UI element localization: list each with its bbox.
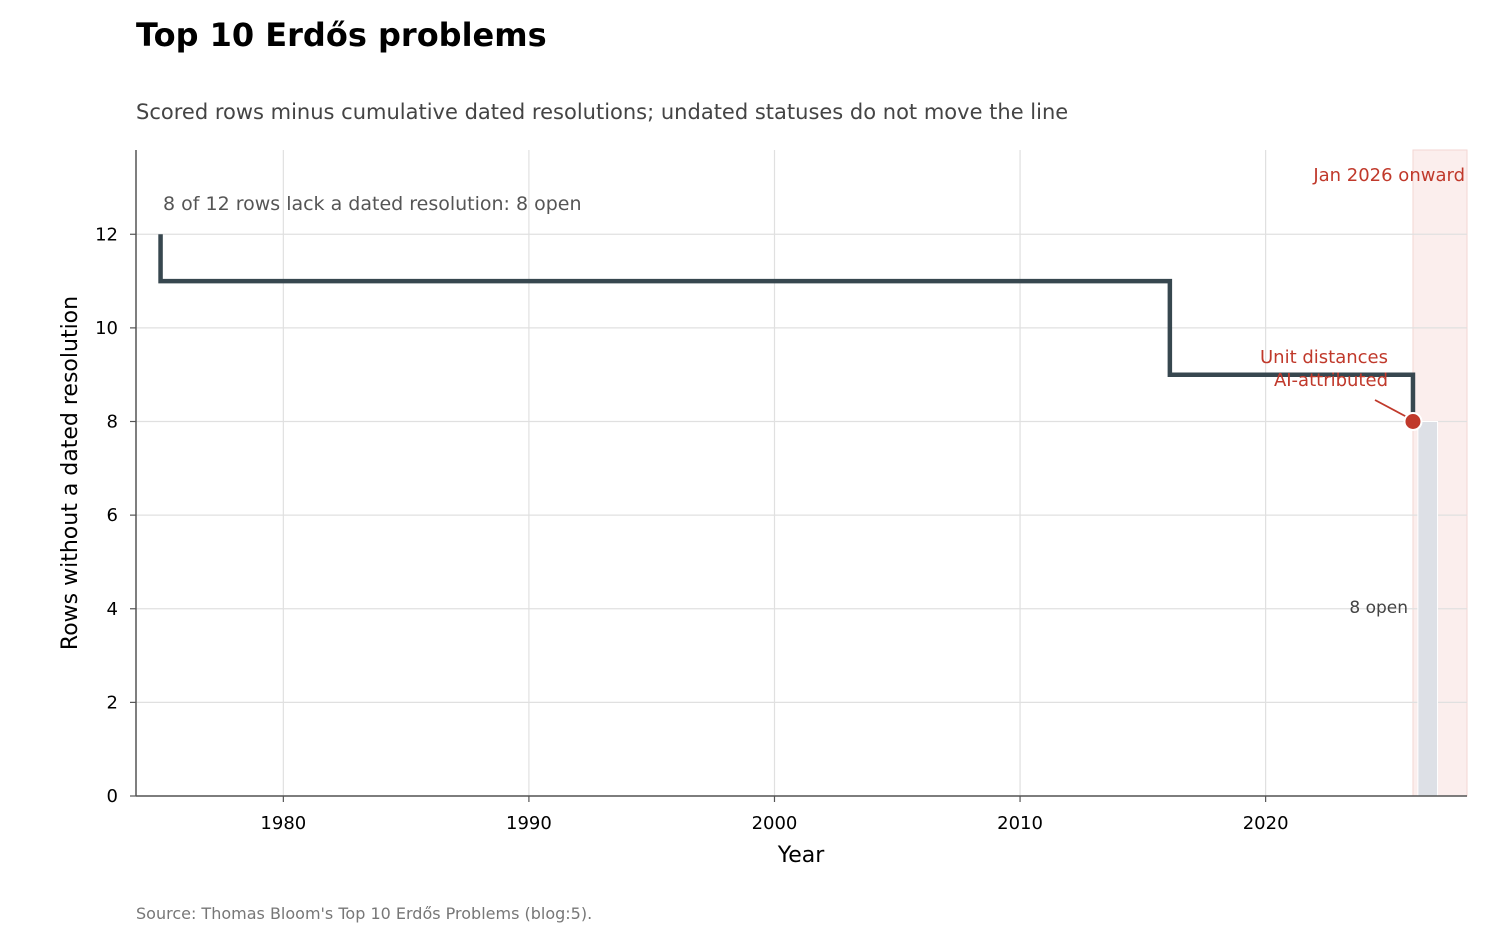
open-rows-step-line: [158, 234, 1416, 422]
source-note: Source: Thomas Bloom's Top 10 Erdős Prob…: [136, 904, 592, 923]
x-axis-label: Year: [777, 843, 826, 868]
y-tick-label: 8: [107, 412, 118, 433]
x-tick-label: 1980: [260, 813, 306, 834]
x-tick-label: 2000: [752, 813, 798, 834]
y-tick-label: 2: [107, 692, 118, 713]
y-tick-label: 0: [107, 786, 118, 807]
chart-subtitle: Scored rows minus cumulative dated resol…: [136, 100, 1068, 124]
summary-annotation: 8 of 12 rows lack a dated resolution: 8 …: [163, 193, 582, 215]
point-annotation-line1: Unit distances: [1260, 347, 1388, 368]
point-annotation-line2: AI-attributed: [1274, 370, 1388, 391]
x-tick-label: 1990: [506, 813, 552, 834]
y-tick-label: 6: [107, 505, 118, 526]
chart-title: Top 10 Erdős problems: [136, 16, 547, 54]
resolution-point: [1403, 412, 1423, 432]
y-tick-label: 4: [107, 599, 118, 620]
y-axis-label: Rows without a dated resolution: [58, 296, 83, 650]
x-tick-label: 2010: [997, 813, 1043, 834]
shaded-region-label: Jan 2026 onward: [1312, 165, 1465, 186]
open-bar: [1417, 421, 1439, 797]
x-tick-label: 2020: [1243, 813, 1289, 834]
bar-label: 8 open: [1349, 598, 1408, 618]
y-tick-label: 10: [95, 318, 118, 339]
y-tick-label: 12: [95, 224, 118, 245]
annotation-connector: [1374, 399, 1407, 418]
